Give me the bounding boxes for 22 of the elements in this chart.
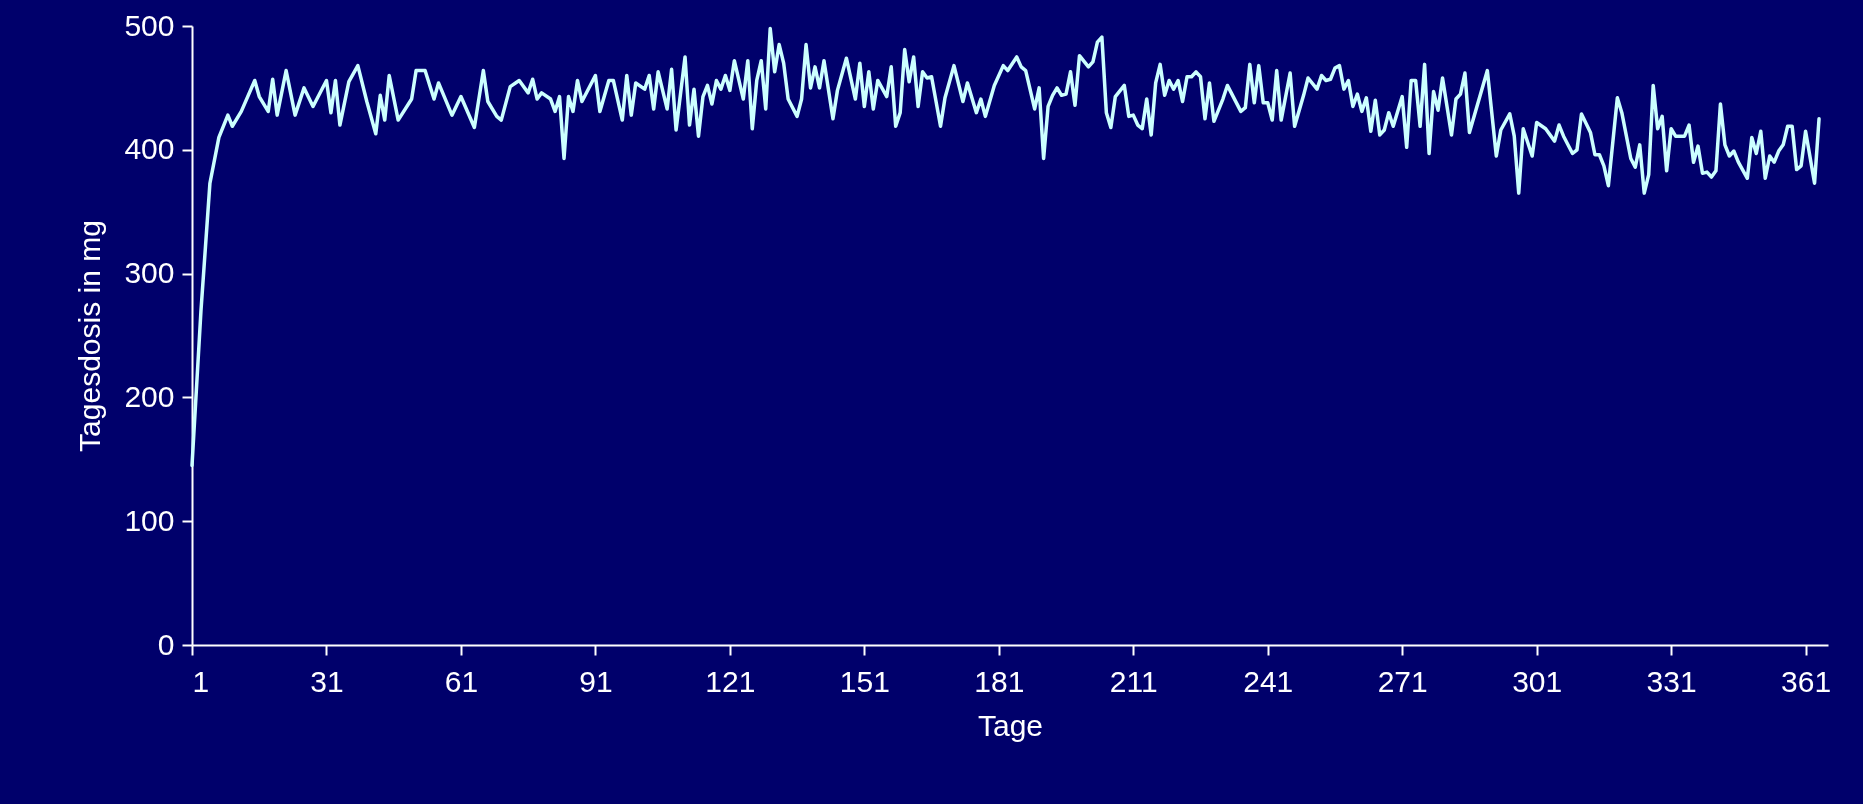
y-tick-label: 300 bbox=[124, 256, 175, 290]
x-tick-label: 91 bbox=[579, 664, 613, 698]
y-tick-label: 200 bbox=[124, 379, 175, 413]
y-tick-label: 100 bbox=[124, 503, 175, 537]
y-tick-label: 0 bbox=[157, 627, 175, 661]
x-axis-title: Tage bbox=[977, 708, 1044, 742]
x-tick-label: 301 bbox=[1512, 664, 1563, 698]
x-tick-label: 271 bbox=[1377, 664, 1428, 698]
x-tick-label: 1 bbox=[192, 664, 210, 698]
x-tick-label: 211 bbox=[1109, 664, 1158, 698]
x-tick-label: 61 bbox=[444, 664, 479, 698]
y-axis-title: Tagesdosis in mg bbox=[73, 220, 107, 452]
x-tick-label: 361 bbox=[1781, 664, 1832, 698]
y-tick-label: 500 bbox=[124, 8, 175, 42]
x-tick-label: 331 bbox=[1646, 664, 1697, 698]
x-tick-label: 241 bbox=[1243, 664, 1294, 698]
line-series bbox=[190, 26, 1821, 468]
x-tick-label: 31 bbox=[310, 664, 344, 698]
x-tick-label: 151 bbox=[839, 664, 890, 698]
x-tick-label: 181 bbox=[974, 664, 1025, 698]
x-tick-label: 121 bbox=[705, 664, 756, 698]
y-tick-label: 400 bbox=[124, 132, 175, 166]
